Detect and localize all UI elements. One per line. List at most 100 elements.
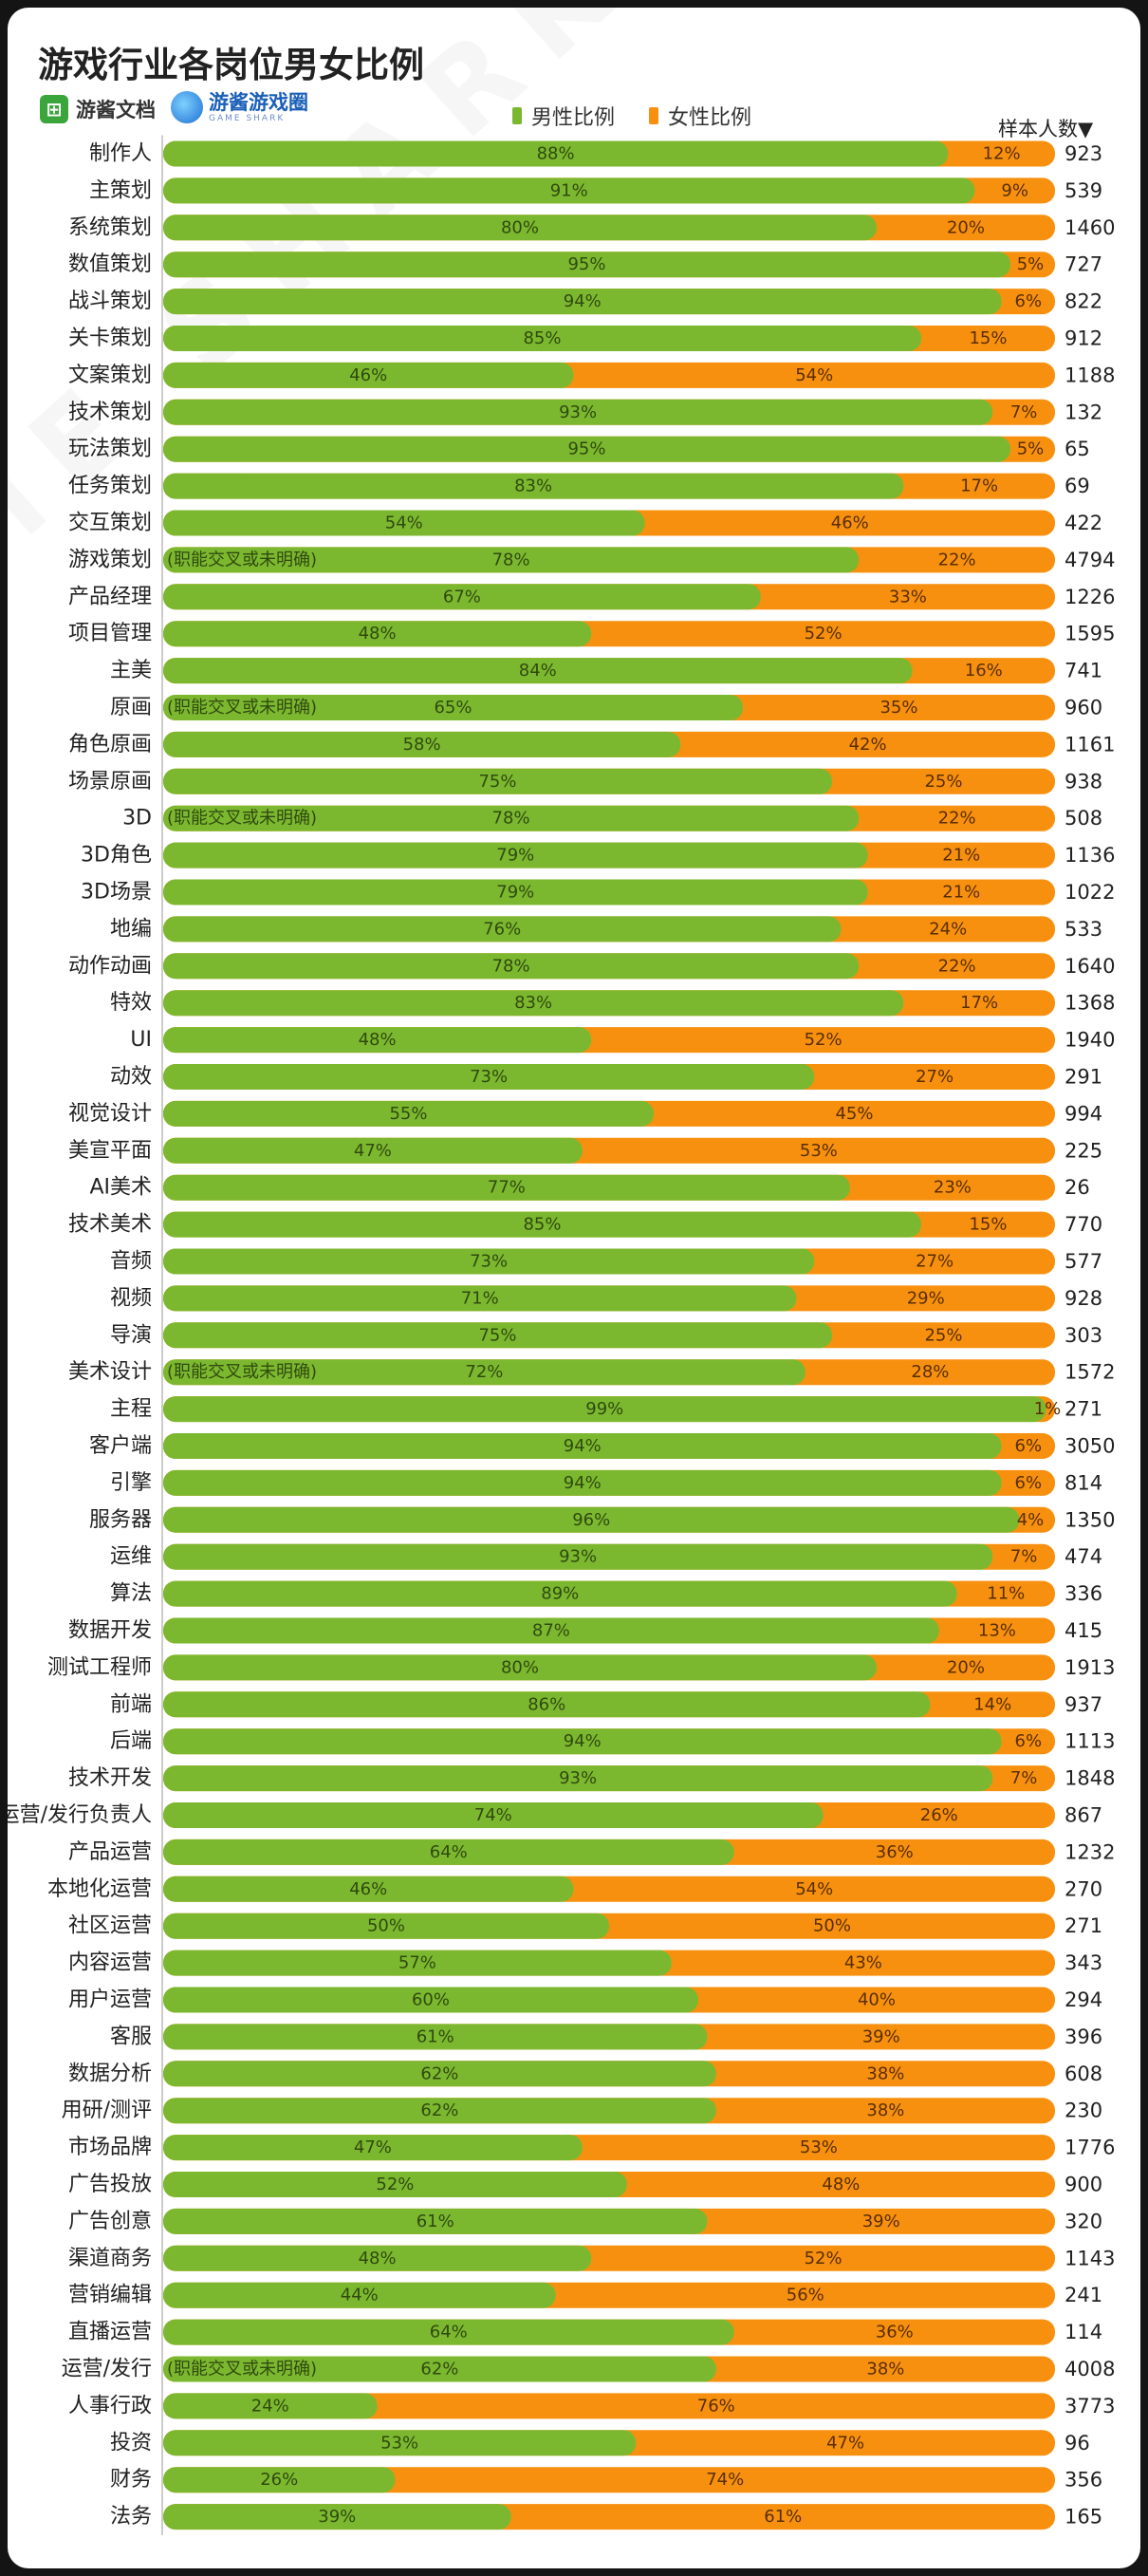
legend-swatch-female: [649, 107, 659, 124]
sample-size: 271: [1065, 1398, 1102, 1421]
sample-size: 3773: [1065, 2395, 1115, 2417]
bar-male: [163, 990, 904, 1017]
label-female: 1%: [1034, 1399, 1062, 1419]
label-female: 52%: [805, 2249, 842, 2268]
bar-female: [163, 2393, 1055, 2419]
label-female: 61%: [764, 2507, 802, 2527]
sample-size: 415: [1065, 1619, 1102, 1642]
sample-size: 1776: [1065, 2137, 1115, 2159]
bar-male: [163, 1802, 824, 1828]
bar-male: [163, 1322, 832, 1349]
bar-male: [163, 584, 761, 610]
label-female: 24%: [929, 919, 967, 939]
label-female: 7%: [1010, 402, 1038, 422]
bar-male: [163, 1506, 1020, 1533]
label-male: 55%: [389, 1104, 427, 1124]
label-female: 48%: [822, 2175, 860, 2194]
category-label: 交互策划: [68, 512, 152, 535]
category-label: 后端: [110, 1729, 152, 1753]
label-male: 83%: [514, 993, 552, 1013]
label-female: 35%: [880, 698, 917, 718]
label-male: 24%: [251, 2396, 289, 2416]
label-male: 94%: [564, 1473, 602, 1493]
label-female: 27%: [916, 1252, 954, 1272]
legend: 男性比例 女性比例: [512, 101, 786, 131]
bar-male: [163, 2504, 511, 2530]
category-label: 技术开发: [68, 1766, 152, 1790]
sample-size: 1595: [1065, 623, 1115, 645]
label-male: 52%: [376, 2175, 414, 2194]
label-male: 93%: [559, 1768, 597, 1788]
bar-male: [163, 177, 975, 204]
category-label: 前端: [110, 1692, 152, 1716]
label-male: 67%: [443, 587, 481, 607]
label-female: 11%: [987, 1584, 1025, 1604]
sample-size: 1572: [1065, 1361, 1115, 1384]
label-female: 20%: [947, 217, 985, 237]
sample-size: 165: [1065, 2506, 1102, 2529]
label-female: 21%: [942, 883, 980, 903]
label-female: 25%: [924, 772, 962, 792]
bar-male: [163, 621, 592, 647]
category-label: 3D: [122, 807, 152, 831]
category-label: 市场品牌: [68, 2136, 152, 2159]
bar-male: [163, 1950, 672, 1976]
legend-swatch-male: [512, 107, 522, 124]
sample-size: 1113: [1065, 1730, 1115, 1753]
sample-size-header[interactable]: 样本人数▼: [998, 118, 1094, 140]
sample-size: 533: [1065, 918, 1102, 941]
category-label: 运营/发行: [62, 2358, 152, 2381]
label-male: 84%: [519, 661, 557, 681]
sample-size: 1368: [1065, 992, 1115, 1015]
sample-size: 994: [1065, 1102, 1102, 1125]
bar-male: [163, 1137, 583, 1164]
sample-size: 938: [1065, 770, 1102, 793]
logo-game-shark: 游酱游戏圈 GAME SHARK: [171, 91, 308, 123]
sample-size: 900: [1065, 2174, 1102, 2196]
label-female: 26%: [920, 1805, 958, 1825]
sample-size: 241: [1065, 2284, 1102, 2306]
label-male: 86%: [528, 1694, 565, 1714]
legend-item-male: 男性比例: [512, 101, 615, 131]
label-male: 58%: [403, 735, 441, 755]
category-label: 服务器: [89, 1508, 152, 1532]
category-label: 项目管理: [68, 622, 152, 645]
bar-male: [163, 326, 921, 351]
sample-size: 294: [1065, 1988, 1102, 2011]
label-female: 53%: [800, 1141, 838, 1161]
bar-male: [163, 252, 1010, 278]
bar-male: [163, 658, 913, 684]
label-female: 27%: [916, 1067, 954, 1087]
sample-size: 4008: [1065, 2358, 1115, 2380]
category-label: 玩法策划: [68, 438, 152, 461]
logo-youjiang-docs: ⊞ 游酱文档: [40, 95, 156, 123]
note-label: (职能交叉或未明确): [167, 550, 317, 569]
label-male: 80%: [501, 217, 539, 237]
sample-size: 114: [1065, 2321, 1102, 2343]
note-label: (职能交叉或未明确): [167, 698, 317, 718]
category-label: 投资: [110, 2431, 152, 2455]
label-female: 6%: [1015, 1731, 1043, 1751]
sample-size: 1143: [1065, 2247, 1115, 2269]
category-label: 法务: [110, 2505, 152, 2529]
sample-size: 69: [1065, 475, 1090, 497]
sample-size: 577: [1065, 1250, 1102, 1273]
label-female: 45%: [835, 1104, 873, 1124]
sample-size: 814: [1065, 1471, 1102, 1494]
label-male: 39%: [318, 2507, 356, 2527]
bar-male: [163, 436, 1010, 462]
note-label: (职能交叉或未明确): [167, 2360, 317, 2380]
sample-size: 741: [1065, 660, 1102, 682]
category-label: 渠道商务: [68, 2247, 152, 2270]
sample-size: 1640: [1065, 955, 1115, 978]
label-male: 85%: [523, 1215, 561, 1235]
bar-male: [163, 731, 681, 757]
bar-male: [163, 2430, 637, 2456]
bar-male: [163, 953, 860, 980]
label-male: 75%: [478, 772, 516, 792]
bar-male: [163, 1728, 1002, 1755]
category-label: 动作动画: [68, 954, 152, 978]
label-male: 96%: [572, 1510, 610, 1530]
label-male: 46%: [349, 1879, 387, 1899]
label-male: 94%: [564, 291, 602, 311]
